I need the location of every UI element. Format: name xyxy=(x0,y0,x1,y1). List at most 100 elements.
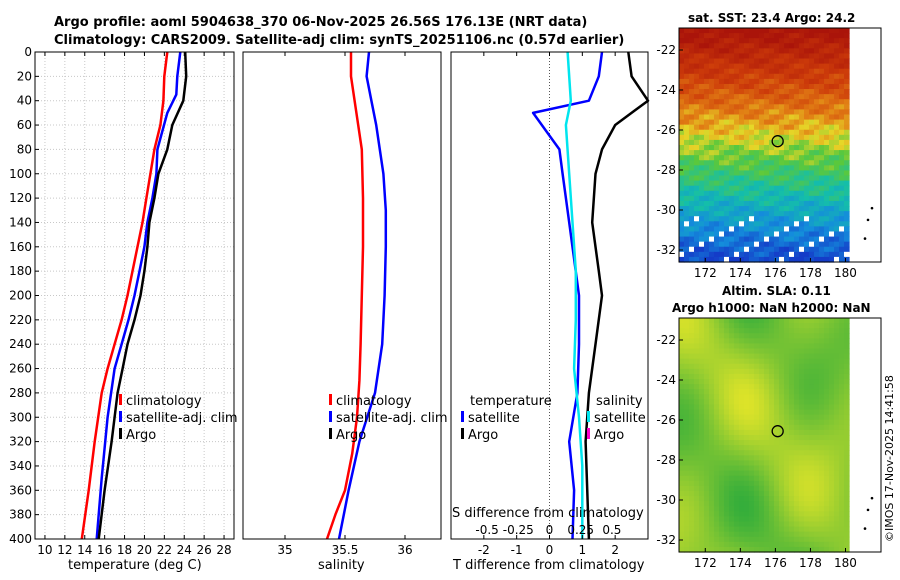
map-x-tick-label: 180 xyxy=(834,266,857,280)
map-cell xyxy=(729,109,735,116)
map-cell xyxy=(809,394,815,400)
map-cell xyxy=(799,185,805,192)
map-cell xyxy=(729,323,735,329)
map-cell xyxy=(804,541,810,548)
map-cell xyxy=(779,190,785,197)
map-cell xyxy=(844,511,850,517)
map-cell xyxy=(829,353,835,360)
map-cell xyxy=(779,206,785,212)
map-cell xyxy=(684,38,690,44)
map-cell xyxy=(714,155,720,161)
map-cell xyxy=(769,445,775,451)
map-cell xyxy=(819,536,825,543)
map-cell xyxy=(699,318,705,324)
legend-swatch-sat xyxy=(119,411,122,422)
map-cell xyxy=(819,353,825,360)
map-cell xyxy=(744,409,750,416)
map-cell xyxy=(724,114,730,121)
map-cell xyxy=(739,541,745,548)
map-cell xyxy=(769,99,775,105)
map-cell xyxy=(829,409,835,416)
map-cell xyxy=(779,404,785,411)
map-cell xyxy=(804,124,810,131)
map-cell xyxy=(809,333,815,339)
map-cell xyxy=(779,541,785,548)
map-cell xyxy=(819,373,825,380)
map-cell xyxy=(699,73,705,80)
map-cell xyxy=(684,445,690,451)
map-cell xyxy=(749,541,755,548)
map-cell xyxy=(774,226,780,233)
map-cell xyxy=(694,48,700,55)
map-cell xyxy=(759,63,765,70)
map-cell xyxy=(784,28,790,34)
map-cell xyxy=(679,470,685,477)
map-cell xyxy=(834,53,840,60)
map-cell xyxy=(764,485,770,492)
map-cell xyxy=(844,150,850,156)
map-cell xyxy=(794,343,800,350)
map-cell xyxy=(679,450,685,456)
map-cell xyxy=(689,338,695,345)
map-cell xyxy=(794,83,800,90)
map-cell xyxy=(789,323,795,329)
map-cell xyxy=(694,429,700,436)
map-cell xyxy=(809,526,815,533)
map-cell xyxy=(694,485,700,492)
map-cell xyxy=(759,160,765,166)
map-cell xyxy=(784,246,790,253)
map-cell xyxy=(819,318,825,324)
map-cell xyxy=(694,470,700,477)
map-cell xyxy=(834,445,840,451)
map-cell xyxy=(724,83,730,90)
map-cell xyxy=(684,521,690,528)
map-cell xyxy=(689,206,695,212)
map-cell xyxy=(709,246,715,253)
map-cell xyxy=(719,180,725,187)
map-cell xyxy=(819,43,825,49)
map-cell xyxy=(829,480,835,487)
map-cell xyxy=(839,343,845,350)
map-cell xyxy=(789,38,795,44)
map-cell xyxy=(769,318,775,324)
map-cell xyxy=(744,338,750,345)
map-cell xyxy=(774,424,780,431)
x-tick-label: 14 xyxy=(77,543,92,557)
map-cell xyxy=(834,83,840,90)
map-cell xyxy=(689,343,695,350)
map-cell xyxy=(729,470,735,477)
map-cell xyxy=(694,541,700,548)
map-cell xyxy=(804,119,810,126)
map-cell xyxy=(684,541,690,548)
map-cell xyxy=(794,333,800,339)
map-cell xyxy=(744,358,750,365)
map-cell xyxy=(789,150,795,156)
map-cell xyxy=(779,145,785,151)
map-cell xyxy=(679,363,685,370)
map-cell xyxy=(824,145,830,151)
map-cell xyxy=(729,526,735,533)
map-cell xyxy=(704,246,710,253)
map-cell xyxy=(824,251,830,258)
map-cell xyxy=(769,109,775,116)
map-cell xyxy=(719,399,725,406)
map-cell xyxy=(759,109,765,116)
map-cell xyxy=(729,445,735,451)
map-cell xyxy=(739,511,745,517)
map-cell xyxy=(779,384,785,390)
map-cell xyxy=(764,241,770,248)
map-cell xyxy=(679,160,685,166)
map-cell xyxy=(689,78,695,85)
map-cell xyxy=(729,363,735,370)
map-cell xyxy=(764,328,770,334)
map-cell xyxy=(789,414,795,421)
map-cell xyxy=(794,139,800,146)
map-cell xyxy=(829,119,835,126)
map-cell xyxy=(844,206,850,212)
map-cell xyxy=(684,333,690,339)
map-cell xyxy=(684,43,690,49)
map-cell xyxy=(704,536,710,543)
map-cell xyxy=(794,170,800,177)
map-cell xyxy=(714,546,720,553)
map-cell xyxy=(784,231,790,238)
